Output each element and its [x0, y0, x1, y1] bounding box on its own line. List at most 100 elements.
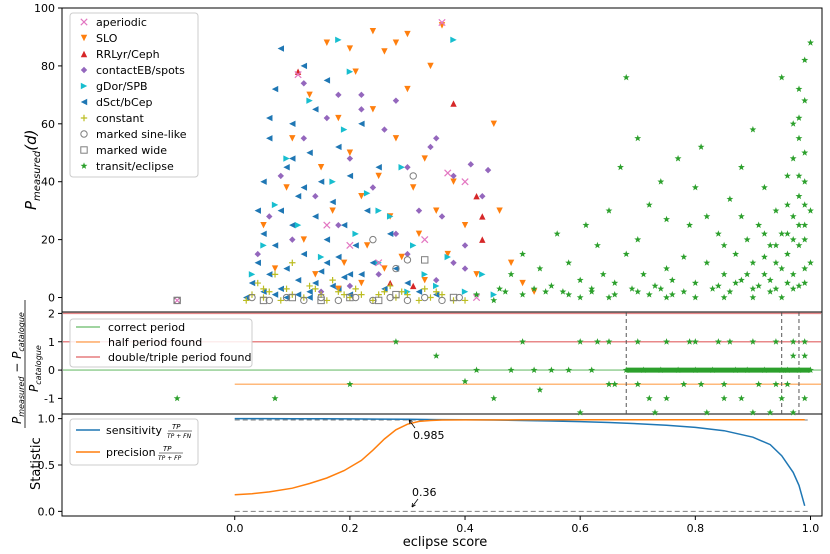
point-period-ratio — [674, 366, 682, 373]
point-dsct-bcep — [392, 265, 400, 272]
point-period-ratio — [749, 409, 757, 416]
point-period-ratio — [634, 338, 642, 345]
point-dsct-bcep — [312, 279, 319, 287]
point-constant — [358, 291, 365, 298]
point-transit-eclipse — [720, 293, 728, 301]
point-contacteb-spots — [450, 259, 457, 266]
tick-label: 0.0 — [38, 505, 56, 518]
point-transit-eclipse — [795, 221, 803, 229]
point-dsct-bcep — [323, 259, 331, 266]
point-contacteb-spots — [312, 192, 319, 200]
top-scatter-layer — [173, 18, 814, 305]
point-period-ratio — [801, 338, 809, 345]
point-gdor-spb — [294, 221, 302, 229]
point-period-ratio — [691, 366, 699, 373]
point-gdor-spb — [335, 36, 342, 44]
point-dsct-bcep — [260, 178, 267, 185]
point-dsct-bcep — [329, 282, 336, 290]
point-constant — [277, 297, 284, 304]
point-dsct-bcep — [294, 291, 302, 298]
legend-label: contactEB/spots — [96, 64, 185, 77]
point-period-ratio — [680, 380, 688, 388]
point-marked-sine-like — [409, 172, 417, 180]
point-period-ratio — [548, 366, 555, 373]
point-gdor-spb — [346, 68, 354, 75]
top-ylabel-main: P — [22, 200, 40, 210]
point-period-ratio — [594, 338, 601, 345]
point-slo — [323, 39, 331, 46]
point-constant — [243, 297, 250, 304]
point-transit-eclipse — [755, 221, 763, 229]
point-gdor-spb — [490, 291, 498, 298]
point-transit-eclipse — [496, 285, 503, 292]
point-transit-eclipse — [490, 296, 498, 304]
line-sensitivity — [234, 417, 806, 507]
tick-label: 0.8 — [687, 522, 705, 535]
point-transit-eclipse — [778, 293, 786, 301]
point-period-ratio — [565, 366, 573, 373]
point-slo — [404, 30, 411, 38]
point-gdor-spb — [479, 271, 486, 278]
point-constant — [433, 288, 440, 295]
point-transit-eclipse — [634, 236, 642, 243]
point-dsct-bcep — [340, 221, 348, 229]
point-period-ratio — [605, 338, 613, 345]
point-transit-eclipse — [795, 114, 803, 121]
point-contacteb-spots — [375, 271, 382, 278]
bottom-ylabel: Statistic — [29, 437, 44, 490]
point-transit-eclipse — [761, 253, 768, 260]
point-transit-eclipse — [778, 265, 786, 272]
point-period-ratio — [392, 338, 400, 345]
point-transit-eclipse — [548, 282, 555, 289]
legend-sensitivity: sensitivity — [106, 424, 163, 437]
point-transit-eclipse — [761, 183, 768, 191]
point-transit-eclipse — [622, 250, 630, 257]
top-legend: aperiodic SLO RRLyr/Ceph contactEB/spots gDo… — [69, 12, 199, 178]
point-contacteb-spots — [438, 213, 446, 220]
point-transit-eclipse — [668, 276, 676, 284]
legend-marker-rrlyr-ceph — [80, 50, 88, 58]
point-contacteb-spots — [433, 135, 440, 142]
point-dsct-bcep — [415, 288, 423, 295]
point-contacteb-spots — [254, 250, 261, 258]
point-period-ratio — [789, 338, 797, 345]
point-period-ratio — [640, 366, 647, 373]
point-transit-eclipse — [668, 291, 676, 298]
point-gdor-spb — [363, 190, 371, 197]
point-contacteb-spots — [358, 106, 365, 113]
point-period-ratio — [703, 409, 711, 416]
point-period-ratio — [490, 394, 498, 402]
legend-label: dSct/bCep — [96, 96, 152, 109]
point-dsct-bcep — [312, 213, 319, 220]
point-dsct-bcep — [358, 271, 365, 278]
point-transit-eclipse — [634, 288, 642, 295]
point-transit-eclipse — [501, 288, 509, 295]
point-gdor-spb — [433, 282, 440, 290]
legend-marker-gdor-spb — [80, 82, 88, 90]
point-contacteb-spots — [277, 172, 284, 180]
point-transit-eclipse — [680, 253, 688, 260]
point-dsct-bcep — [346, 271, 354, 278]
point-dsct-bcep — [283, 164, 290, 171]
bottom-legend: sensitivity TP TP + FN precision TP TP +… — [69, 418, 199, 466]
top-ylabel-sub: measured — [32, 150, 43, 201]
axes-ticks: 0 20 40 60 80 100 -1 0 1 2 0.0 0.5 1.0 0.0 0.2 0.4 0.6 0.… — [34, 2, 819, 535]
tick-label: 0.4 — [456, 522, 474, 535]
point-slo — [410, 184, 417, 191]
point-dsct-bcep — [329, 198, 336, 206]
point-transit-eclipse — [617, 163, 624, 171]
point-transit-eclipse — [795, 282, 803, 289]
legend-marker-transit-eclipse — [80, 162, 88, 169]
tick-label: 0.6 — [571, 522, 589, 535]
point-gdor-spb — [260, 242, 267, 249]
point-transit-eclipse — [703, 259, 711, 266]
point-transit-eclipse — [801, 97, 809, 104]
point-transit-eclipse — [697, 143, 705, 150]
point-period-ratio — [709, 366, 716, 373]
legend-marker-slo — [80, 34, 88, 42]
point-transit-eclipse — [691, 293, 699, 301]
point-gdor-spb — [410, 242, 417, 249]
point-slo — [427, 62, 434, 70]
point-dsct-bcep — [271, 242, 279, 249]
point-dsct-bcep — [254, 259, 261, 266]
